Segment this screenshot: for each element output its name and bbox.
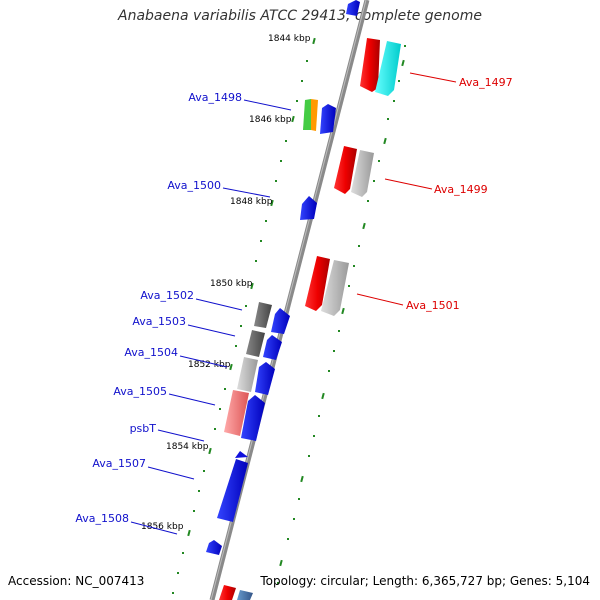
gene-arrow-ava1502-blue bbox=[271, 308, 290, 334]
gene-arrow-ava1498-green bbox=[303, 99, 311, 130]
leader-ava1508 bbox=[130, 521, 178, 535]
leader-ava1507 bbox=[147, 466, 195, 480]
gene-arrow-bottom-red bbox=[219, 585, 236, 600]
leader-ava1500 bbox=[222, 187, 271, 198]
gene-arrow-partial-top bbox=[346, 0, 360, 16]
secondary-track bbox=[277, 45, 406, 584]
gene-arrow-ava1503-blue bbox=[263, 335, 282, 360]
leader-ava1501 bbox=[356, 293, 404, 306]
gene-label-ava1499[interactable]: Ava_1499 bbox=[434, 183, 488, 196]
gene-arrow-ava1508 bbox=[206, 540, 222, 555]
gene-arrow-ava1497-b bbox=[375, 41, 401, 96]
leader-ava1499 bbox=[384, 178, 433, 190]
reverse-strand-genes bbox=[206, 99, 336, 555]
gene-label-ava1502[interactable]: Ava_1502 bbox=[140, 289, 194, 302]
gene-label-psbt[interactable]: psbT bbox=[130, 422, 157, 435]
gene-arrow-ava1504-gray bbox=[237, 357, 258, 392]
leader-ava1502 bbox=[195, 298, 243, 311]
tick-label-1844: 1844 kbp bbox=[268, 34, 311, 44]
gene-arrow-ava1502-gray bbox=[254, 302, 272, 328]
topology-label: Topology: circular; Length: 6,365,727 bp… bbox=[260, 574, 590, 588]
gene-arrow-ava1501-a bbox=[305, 256, 330, 311]
gene-label-ava1505[interactable]: Ava_1505 bbox=[113, 385, 167, 398]
accession-label: Accession: NC_007413 bbox=[8, 574, 145, 588]
tick-label-1846: 1846 kbp bbox=[249, 115, 292, 125]
gene-arrow-ava1507 bbox=[217, 459, 248, 522]
leader-ava1503 bbox=[187, 324, 236, 337]
gene-arrow-ava1503-gray bbox=[246, 330, 265, 357]
tick-label-1848: 1848 kbp bbox=[230, 197, 273, 207]
gene-arrow-ava1498-blue bbox=[320, 104, 336, 134]
gene-label-ava1503[interactable]: Ava_1503 bbox=[132, 315, 186, 328]
gene-arrow-ava1505-pink bbox=[224, 390, 249, 436]
gene-arrow-ava1501-b bbox=[321, 260, 349, 316]
gene-arrow-ava1497-a bbox=[360, 38, 380, 92]
gene-label-ava1498[interactable]: Ava_1498 bbox=[188, 91, 242, 104]
leader-ava1497 bbox=[409, 72, 457, 83]
gene-arrow-ava1499-b bbox=[351, 150, 374, 197]
gene-label-ava1501[interactable]: Ava_1501 bbox=[406, 299, 460, 312]
gene-arrow-ava1500 bbox=[300, 196, 317, 220]
gene-label-ava1500[interactable]: Ava_1500 bbox=[167, 179, 221, 192]
gene-arrow-ava1498-orange bbox=[311, 99, 318, 131]
tick-label-1856: 1856 kbp bbox=[141, 522, 184, 532]
gene-label-ava1497[interactable]: Ava_1497 bbox=[459, 76, 513, 89]
gene-arrow-psbt bbox=[235, 451, 248, 458]
gene-label-ava1507[interactable]: Ava_1507 bbox=[92, 457, 146, 470]
leader-ava1505 bbox=[168, 393, 216, 406]
gene-arrow-ava1504-blue bbox=[255, 362, 275, 395]
leader-ava1504 bbox=[179, 355, 228, 368]
gene-label-ava1508[interactable]: Ava_1508 bbox=[75, 512, 129, 525]
tick-track bbox=[172, 37, 316, 594]
tick-label-1852: 1852 kbp bbox=[188, 360, 231, 370]
gene-arrow-ava1505-blue bbox=[241, 395, 265, 441]
gene-arrow-ava1499-a bbox=[334, 146, 357, 194]
map-title: Anabaena variabilis ATCC 29413, complete… bbox=[118, 8, 482, 24]
gene-label-ava1504[interactable]: Ava_1504 bbox=[124, 346, 178, 359]
leader-ava1498 bbox=[243, 99, 292, 111]
forward-strand-genes bbox=[219, 38, 401, 600]
gene-arrow-bottom-steel bbox=[237, 590, 253, 600]
leader-psbt bbox=[157, 429, 205, 442]
tick-label-1854: 1854 kbp bbox=[166, 442, 209, 452]
tick-label-1850: 1850 kbp bbox=[210, 279, 253, 289]
